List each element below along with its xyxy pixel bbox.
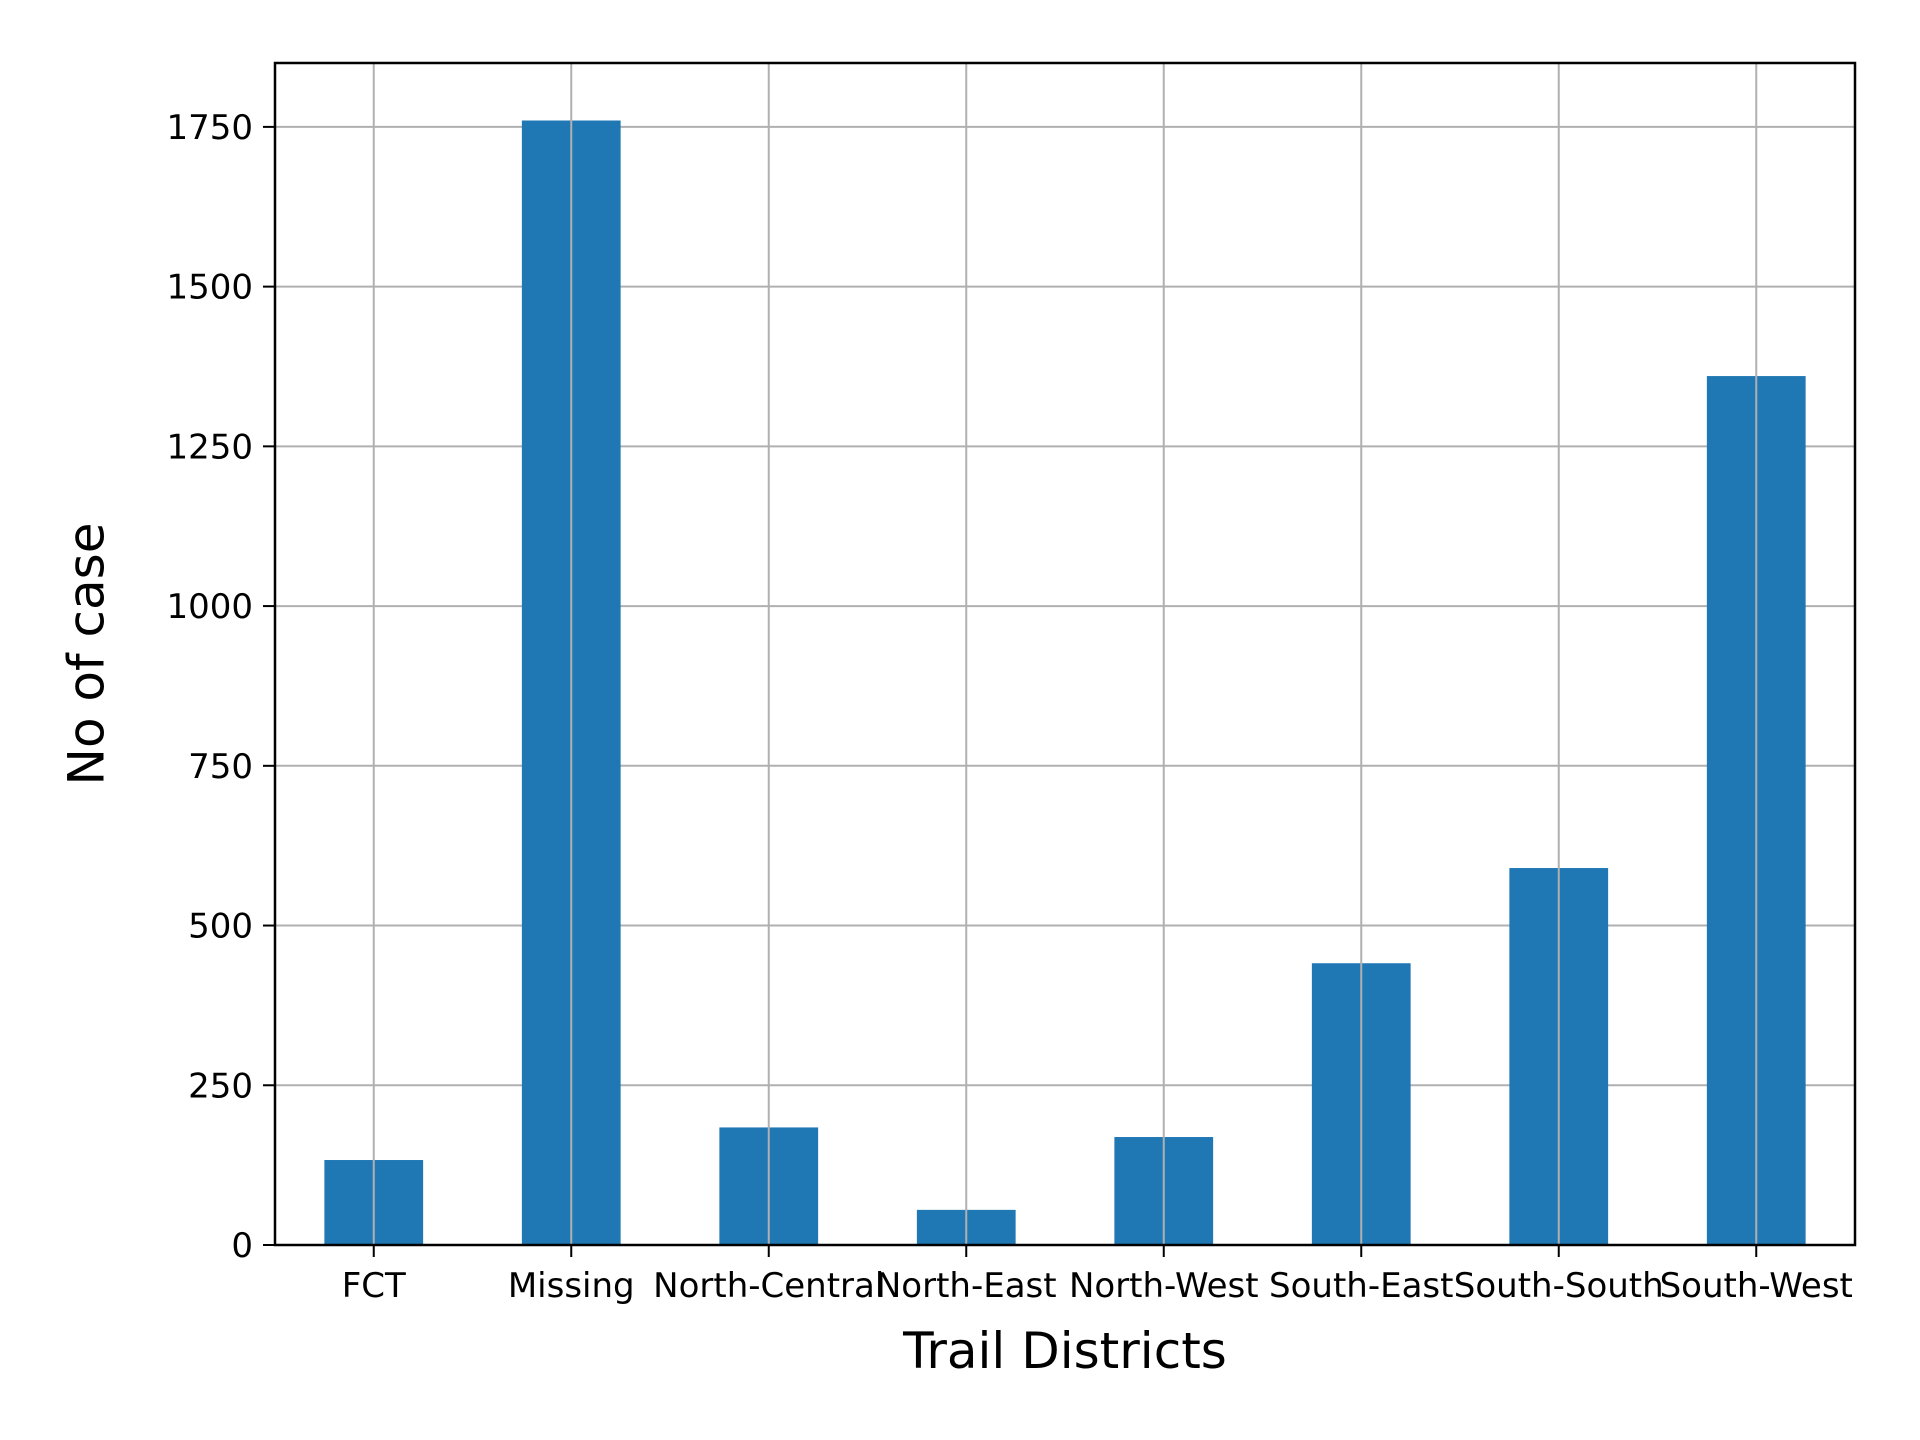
x-tick-label: North-Central <box>653 1266 884 1306</box>
y-tick-label: 1250 <box>166 427 253 467</box>
x-tick-label: Missing <box>508 1266 635 1306</box>
y-tick-label: 500 <box>188 907 253 947</box>
y-tick-label: 1750 <box>166 108 253 148</box>
y-tick-label: 0 <box>231 1226 253 1266</box>
y-tick-label: 1500 <box>166 268 253 308</box>
y-axis-ticks: 0 250 500 750 1000 1250 1500 1750 <box>166 108 275 1266</box>
x-tick-label: FCT <box>342 1266 406 1306</box>
x-tick-label: South-West <box>1660 1266 1853 1306</box>
x-tick-label: North-East <box>876 1266 1057 1306</box>
y-tick-label: 250 <box>188 1066 253 1106</box>
y-tick-label: 750 <box>188 747 253 787</box>
y-axis-label: No of case <box>58 523 116 786</box>
plot-frame <box>273 61 1857 1247</box>
x-axis-label: Trail Districts <box>902 1322 1227 1380</box>
vertical-grid-lines <box>372 63 1758 1245</box>
x-tick-label: South-East <box>1269 1266 1453 1306</box>
x-tick-label: North-West <box>1069 1266 1259 1306</box>
y-tick-label: 1000 <box>166 587 253 627</box>
x-tick-label: South-South <box>1454 1266 1664 1306</box>
